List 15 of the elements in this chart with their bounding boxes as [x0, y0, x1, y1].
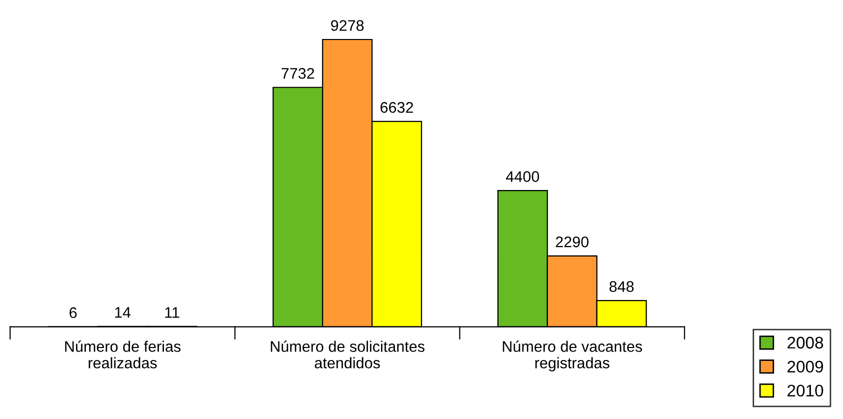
data-label: 9278	[331, 20, 364, 31]
legend-label: 2010	[788, 384, 824, 397]
x-tick-label: Número de solicitantes atendidos	[270, 340, 424, 368]
data-label: 848	[609, 281, 634, 292]
x-tick-label: Número de vacantes registradas	[502, 340, 642, 372]
legend-label: 2008	[788, 336, 824, 349]
data-label: 4400	[506, 171, 540, 182]
x-tick-label: Número de ferias realizadas	[65, 340, 181, 368]
data-label: 6	[70, 307, 77, 318]
data-label: 7732	[282, 68, 314, 79]
data-label: 11	[165, 307, 180, 318]
data-label: 6632	[380, 102, 413, 113]
legend-label: 2009	[788, 360, 823, 373]
data-label: 14	[115, 307, 131, 318]
data-label: 2290	[556, 236, 589, 248]
